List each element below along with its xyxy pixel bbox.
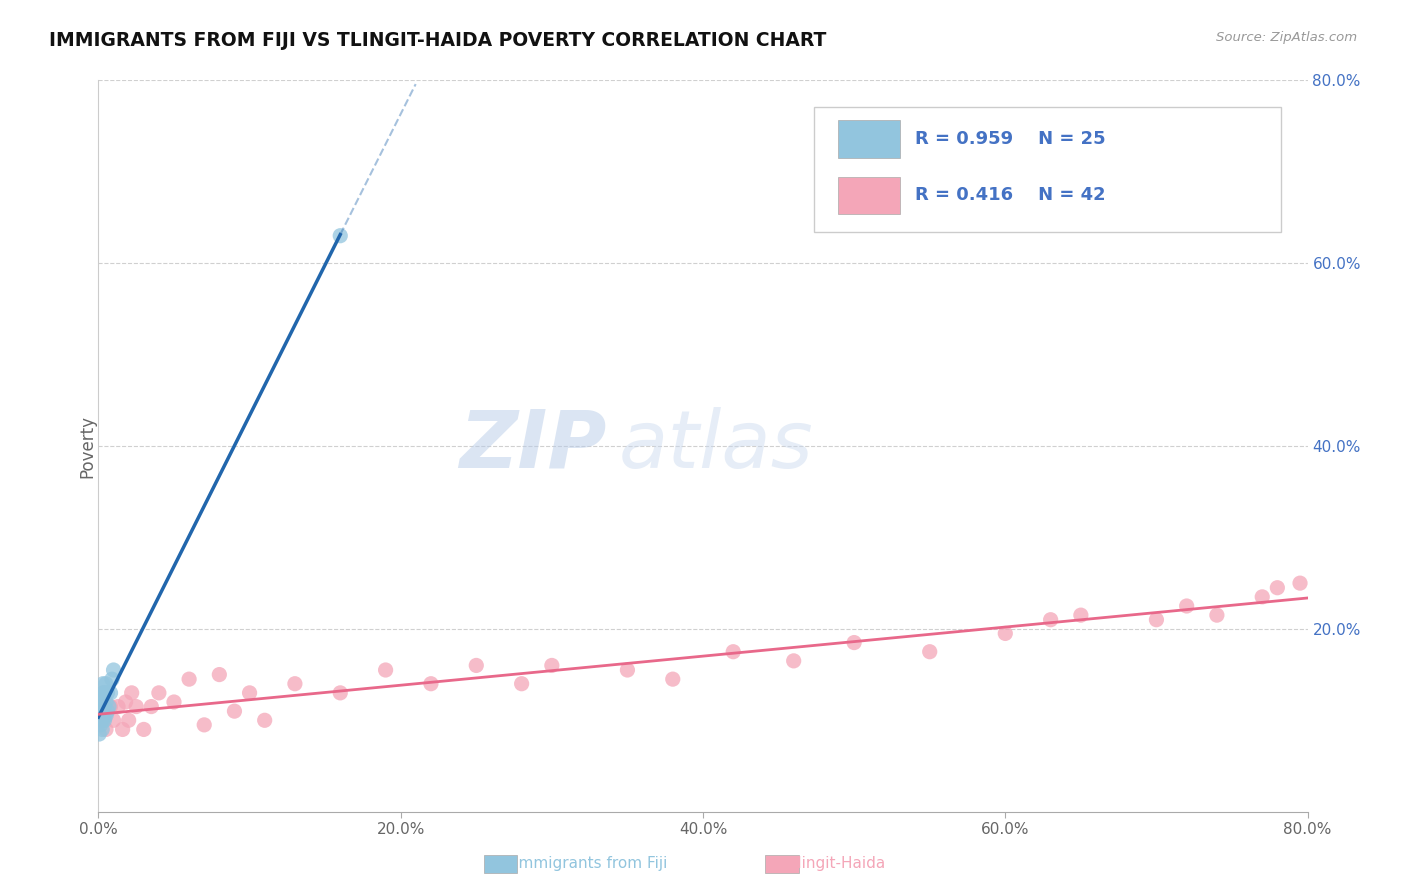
Point [103,714,125,728]
Text: atlas: atlas [619,407,813,485]
Text: Immigrants from Fiji: Immigrants from Fiji [513,856,668,871]
Point [163,695,186,709]
Y-axis label: Poverty: Poverty [79,415,96,477]
Point [1206,608,1229,623]
Point [93,686,115,700]
Point [208,667,231,681]
Point [1070,608,1092,623]
Point [101,672,124,686]
Point [510,676,533,690]
FancyBboxPatch shape [838,177,900,214]
Point [616,663,638,677]
Point [103,663,125,677]
Point [1039,613,1062,627]
Point [89,727,111,741]
Point [239,686,262,700]
Point [121,686,143,700]
Point [253,714,276,728]
Point [132,723,155,737]
Point [90,714,112,728]
Point [179,672,201,686]
Point [284,676,307,690]
Point [844,635,866,649]
Text: R = 0.416    N = 42: R = 0.416 N = 42 [915,186,1105,204]
Point [125,699,148,714]
Point [91,676,114,690]
Point [420,676,443,690]
Point [94,695,117,709]
Point [98,699,121,714]
Text: Source: ZipAtlas.com: Source: ZipAtlas.com [1216,31,1357,45]
Point [90,718,112,732]
Point [141,699,163,714]
Point [329,686,352,700]
FancyBboxPatch shape [838,120,900,158]
FancyBboxPatch shape [814,107,1281,233]
Point [329,228,352,243]
Point [94,676,117,690]
Point [90,699,112,714]
Point [1251,590,1274,604]
Text: Tlingit-Haida: Tlingit-Haida [787,856,886,871]
Point [723,645,745,659]
Point [96,686,118,700]
Point [107,699,129,714]
Point [89,714,111,728]
Point [661,672,683,686]
Point [114,695,136,709]
Text: R = 0.959    N = 25: R = 0.959 N = 25 [915,129,1105,147]
Point [148,686,170,700]
Point [1267,581,1289,595]
Point [100,699,122,714]
Point [89,690,111,705]
Point [224,704,246,718]
Point [89,708,111,723]
Point [111,723,134,737]
Point [1175,599,1198,613]
Point [783,654,806,668]
Point [1144,613,1167,627]
Point [96,704,118,718]
Point [118,714,141,728]
Point [994,626,1017,640]
Point [91,695,114,709]
Point [91,686,114,700]
Text: IMMIGRANTS FROM FIJI VS TLINGIT-HAIDA POVERTY CORRELATION CHART: IMMIGRANTS FROM FIJI VS TLINGIT-HAIDA PO… [49,31,827,50]
Point [918,645,941,659]
Point [93,699,115,714]
Point [1289,576,1312,591]
Point [374,663,396,677]
Point [540,658,562,673]
Point [91,704,114,718]
Point [91,723,114,737]
Text: ZIP: ZIP [458,407,606,485]
Point [465,658,488,673]
Point [93,714,115,728]
Point [100,686,122,700]
Point [193,718,215,732]
Point [94,723,117,737]
Point [94,708,117,723]
Point [91,714,114,728]
